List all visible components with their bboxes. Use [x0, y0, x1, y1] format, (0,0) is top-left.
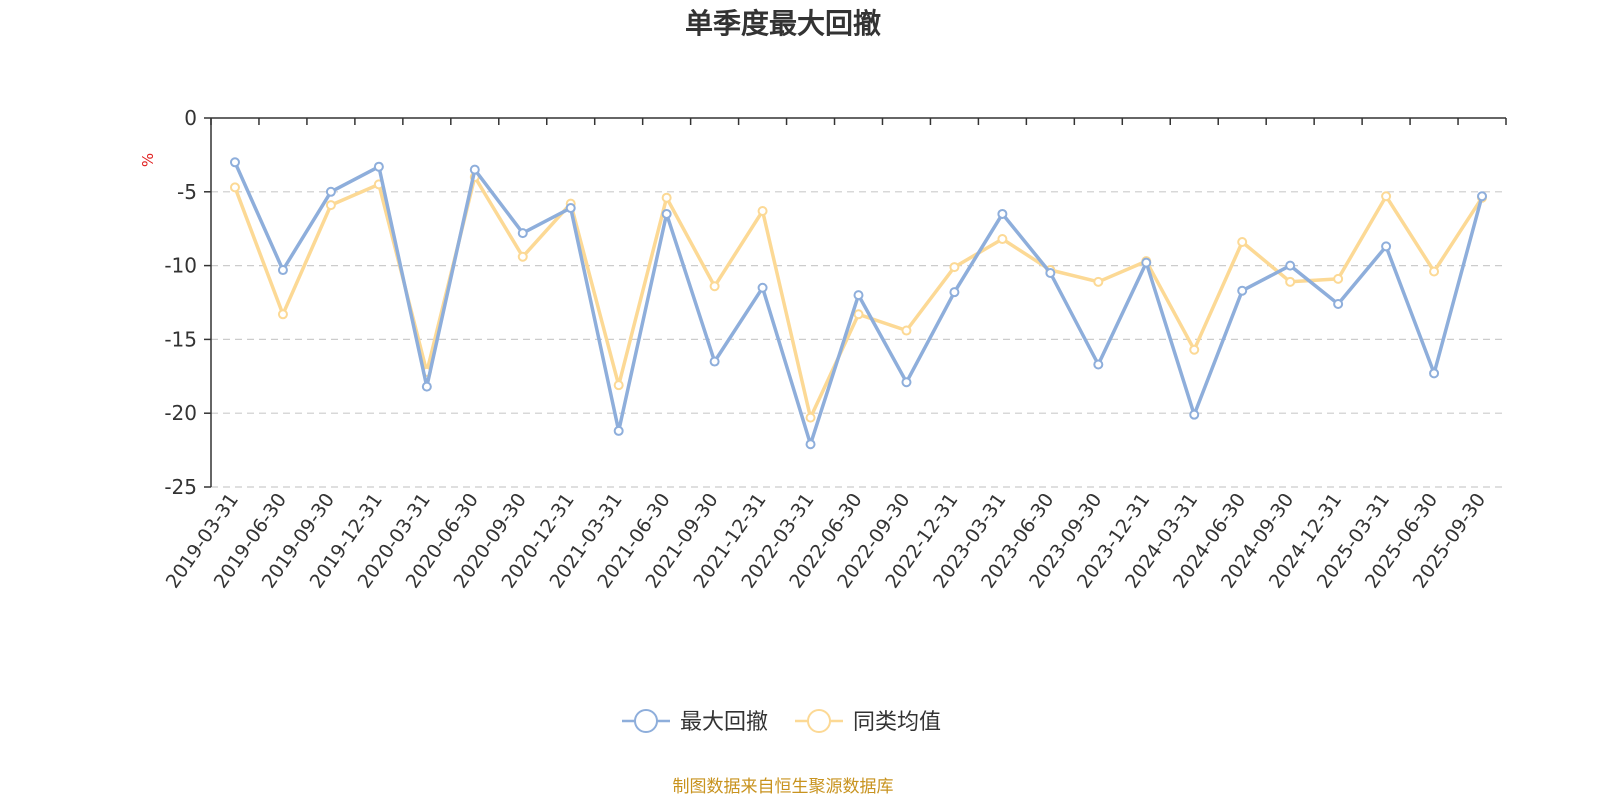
data-point[interactable] [997, 234, 1008, 245]
x-axis-ticks: 2019-03-312019-06-302019-09-302019-12-31… [162, 118, 1507, 592]
legend-label: 同类均值 [853, 710, 941, 735]
legend-item-peer-average[interactable]: 同类均值 [795, 709, 941, 735]
chart-title: 单季度最大回撤 [685, 7, 881, 40]
data-point[interactable] [1429, 368, 1440, 379]
data-point[interactable] [1189, 409, 1200, 420]
grid-lines [211, 191, 1506, 488]
data-point[interactable] [661, 192, 672, 203]
data-point[interactable] [709, 356, 720, 367]
data-point[interactable] [1381, 241, 1392, 252]
legend-label: 最大回撤 [680, 710, 768, 735]
data-point[interactable] [565, 203, 576, 214]
data-point[interactable] [1093, 276, 1104, 287]
data-point[interactable] [901, 377, 912, 388]
data-point[interactable] [469, 164, 480, 175]
data-point[interactable] [1381, 191, 1392, 202]
y-axis-ticks: 0 -5 -10 -15 -20 -25 [164, 106, 211, 499]
data-point[interactable] [229, 157, 240, 168]
data-point[interactable] [1477, 191, 1488, 202]
data-source-note: 制图数据来自恒生聚源数据库 [673, 777, 894, 797]
data-point[interactable] [1093, 359, 1104, 370]
data-point[interactable] [805, 439, 816, 450]
data-point[interactable] [1285, 276, 1296, 287]
data-point[interactable] [325, 200, 336, 211]
y-tick-label: -20 [164, 401, 197, 425]
data-point[interactable] [661, 208, 672, 219]
legend[interactable]: 最大回撤 同类均值 [622, 709, 941, 735]
data-point[interactable] [997, 208, 1008, 219]
data-point[interactable] [517, 228, 528, 239]
legend-marker [807, 709, 831, 733]
data-point[interactable] [1189, 344, 1200, 355]
series-line [233, 161, 1484, 446]
data-point[interactable] [757, 282, 768, 293]
data-point[interactable] [1237, 236, 1248, 247]
data-point[interactable] [277, 309, 288, 320]
legend-item-max-drawdown[interactable]: 最大回撤 [622, 709, 768, 735]
data-point[interactable] [1285, 260, 1296, 271]
data-point[interactable] [325, 186, 336, 197]
data-point[interactable] [853, 290, 864, 301]
data-point[interactable] [1141, 257, 1152, 268]
data-point[interactable] [757, 205, 768, 216]
y-tick-label: -5 [177, 180, 197, 204]
y-tick-label: -15 [164, 327, 197, 351]
axes [210, 117, 1506, 487]
data-point[interactable] [229, 182, 240, 193]
data-point[interactable] [373, 161, 384, 172]
series-layer [229, 157, 1488, 450]
data-point[interactable] [1237, 285, 1248, 296]
data-point[interactable] [613, 380, 624, 391]
data-point[interactable] [517, 251, 528, 262]
data-point[interactable] [805, 412, 816, 423]
data-point[interactable] [949, 287, 960, 298]
y-tick-label: 0 [184, 106, 197, 130]
y-axis-unit: % [139, 153, 157, 167]
series-max-drawdown [229, 157, 1488, 450]
data-point[interactable] [901, 325, 912, 336]
data-point[interactable] [1333, 298, 1344, 309]
data-point[interactable] [1045, 267, 1056, 278]
data-point[interactable] [277, 265, 288, 276]
data-point[interactable] [709, 281, 720, 292]
data-point[interactable] [1429, 266, 1440, 277]
data-point[interactable] [613, 425, 624, 436]
legend-marker [634, 709, 658, 733]
y-tick-label: -10 [164, 254, 197, 278]
data-point[interactable] [853, 309, 864, 320]
data-point[interactable] [1333, 273, 1344, 284]
y-tick-label: -25 [164, 475, 197, 499]
data-point[interactable] [949, 262, 960, 273]
data-point[interactable] [421, 381, 432, 392]
